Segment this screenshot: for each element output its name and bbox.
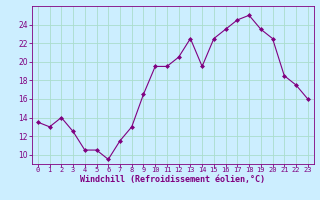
X-axis label: Windchill (Refroidissement éolien,°C): Windchill (Refroidissement éolien,°C)	[80, 175, 265, 184]
